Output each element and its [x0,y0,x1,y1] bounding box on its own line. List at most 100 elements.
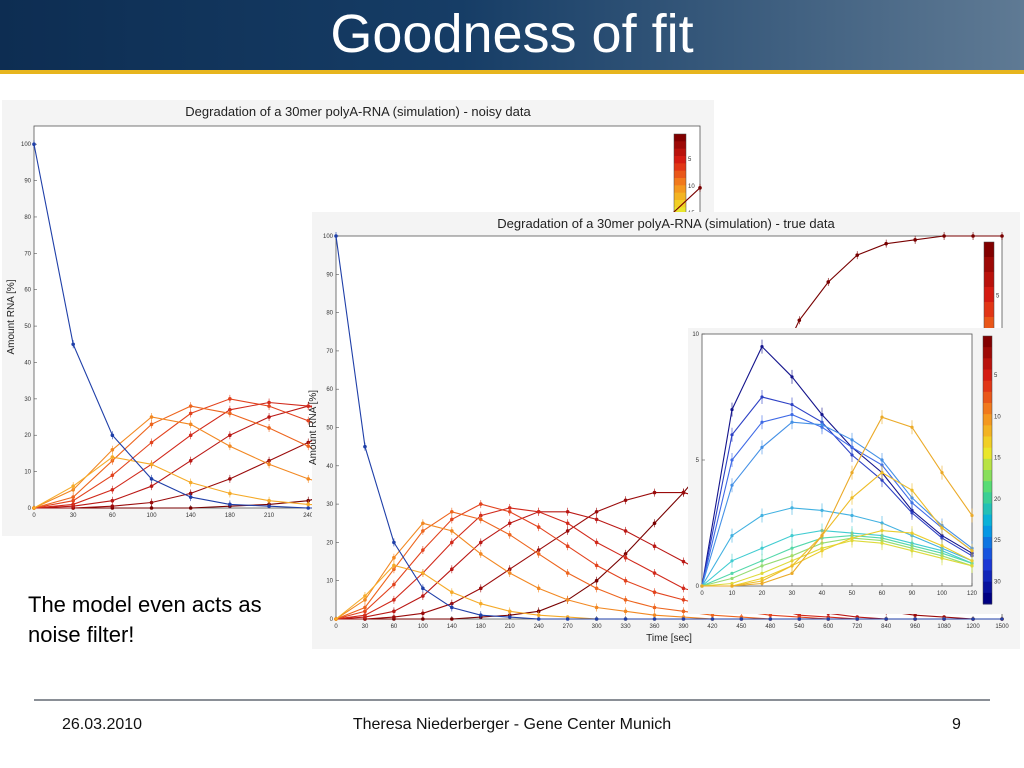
data-point [149,500,154,505]
data-point [970,559,974,563]
data-point [536,552,541,556]
data-point [913,613,917,617]
data-point [306,477,311,481]
x-tick-label: 30 [362,624,369,630]
data-point [594,509,599,514]
x-tick-label: 0 [334,624,338,630]
data-point [421,586,425,591]
colorbar-segment [983,347,992,359]
data-point [594,578,599,583]
colorbar-segment [983,425,992,437]
colorbar-segment [674,200,686,208]
data-point [450,567,454,572]
colorbar-segment [674,141,686,150]
data-point [1000,234,1004,238]
colorbar-tick-label: 15 [994,456,1001,462]
y-tick-label: 50 [326,426,333,432]
data-point [855,253,860,257]
x-tick-label: 0 [700,591,704,597]
x-tick-label: 180 [225,513,236,519]
data-point [594,586,599,591]
data-point [850,471,854,475]
noise-filter-note: The model even acts as noise filter! [28,592,262,647]
data-point [623,498,628,503]
x-tick-label: 1500 [995,624,1009,630]
data-point [565,544,570,549]
data-point [652,571,657,575]
data-point [363,605,367,610]
x-tick-label: 60 [879,591,886,597]
colorbar-segment [983,559,992,571]
x-tick-label: 840 [881,624,892,630]
data-point [970,549,974,553]
data-point [880,478,884,482]
data-point [188,495,193,499]
data-point [392,598,396,602]
data-point [421,617,425,621]
x-tick-label: 10 [729,591,736,597]
series-line [701,414,973,587]
series-line [702,471,973,587]
data-point [942,234,946,238]
colorbar-segment [983,525,992,538]
data-point [594,540,599,545]
data-point [565,617,570,621]
data-point [267,504,271,508]
data-point [681,586,686,591]
data-point [267,404,271,408]
data-point [910,488,914,492]
data-point [940,544,944,548]
data-point [790,534,794,538]
data-point [730,571,734,575]
data-point [652,617,657,621]
data-point [768,617,773,621]
data-point [228,502,232,507]
data-point [149,484,154,488]
data-point [110,433,115,438]
data-point [623,617,628,621]
colorbar-segment [674,134,686,142]
colorbar-segment [983,503,992,516]
data-point [478,586,483,591]
data-point [971,617,975,621]
data-point [507,615,512,619]
colorbar-segment [983,447,992,460]
data-point [730,584,734,588]
chart-title: Degradation of a 30mer polyA-RNA (simula… [497,216,835,231]
data-point [910,511,914,515]
x-tick-label: 20 [759,591,766,597]
data-point [760,445,764,449]
data-point [1000,617,1004,621]
data-point [913,238,917,242]
data-point [652,544,657,549]
data-point [228,433,232,438]
data-point [536,617,541,621]
colorbar-tick-label: 20 [994,497,1001,503]
data-point [790,402,794,407]
x-tick-label: 180 [476,624,487,630]
x-tick-label: 240 [303,513,314,519]
data-point [188,458,193,463]
data-point [110,504,115,508]
data-point [507,521,512,526]
data-point [940,536,944,540]
series-line [701,537,973,587]
data-point [450,590,454,594]
data-point [267,498,271,503]
data-point [623,529,628,533]
colorbar-segment [674,163,686,172]
data-point [478,601,483,606]
x-tick-label: 960 [910,624,921,630]
x-tick-label: 450 [736,624,747,630]
y-tick-label: 0 [330,617,334,623]
data-point [681,609,686,614]
data-point [820,413,824,417]
data-point [392,582,396,587]
data-point [228,397,232,401]
data-point [594,605,599,610]
data-point [306,404,311,408]
series-line [701,421,973,587]
colorbar-segment [983,514,992,527]
colorbar-tick-label: 10 [994,414,1001,420]
